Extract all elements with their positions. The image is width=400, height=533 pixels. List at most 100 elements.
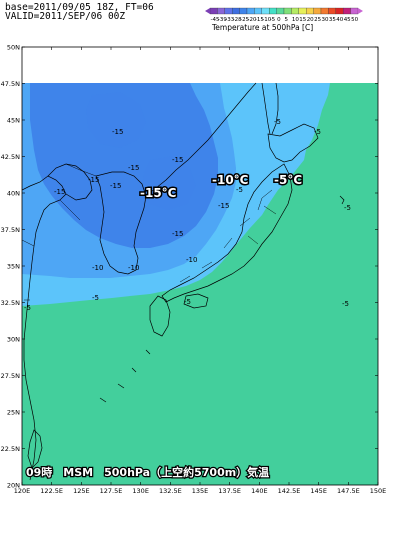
field-layer (22, 47, 378, 485)
coast-korea (95, 171, 147, 275)
legend-value: -15 (255, 17, 264, 23)
legend-value: 10 (292, 17, 299, 23)
legend-value: -39 (218, 17, 227, 23)
legend-value: 45 (344, 17, 351, 23)
color-legend: -45-39-33-28-25-20-15-10-5 0 5 10 15 20 25 30 35… (205, 7, 363, 32)
coast-hokkaido (267, 123, 319, 163)
no-data-band (22, 47, 378, 83)
legend-value: 40 (336, 17, 343, 23)
longitude-label: 130E (132, 487, 149, 495)
axis-ticks (21, 46, 379, 486)
contour-label-15d: -15 (128, 164, 139, 172)
contour-label-15b: -15 (54, 188, 65, 196)
coast-sakhalin-2 (271, 82, 279, 135)
longitude-label: 127.5E (100, 487, 123, 495)
latitude-label: 20N (7, 482, 20, 490)
longitude-label: 137.5E (218, 487, 241, 495)
latitude-label: 35N (7, 263, 20, 271)
legend-value: 0 (277, 17, 281, 23)
legend-arrow-left (205, 8, 210, 14)
latitude-label: 45N (7, 117, 20, 125)
coast-shikoku (183, 293, 209, 309)
contour-labels: -15 -15 -15 -15 -15 -15 -15 -15 -10 -10 … (24, 118, 351, 312)
contour-label-5b: -5 (314, 128, 321, 136)
contour-label-15c: -15 (88, 176, 99, 184)
coast-izu (339, 195, 345, 205)
isotherm-label-minus10: -10°C (212, 173, 249, 187)
coast-honshu (161, 163, 293, 303)
contour-label-15f: -15 (172, 156, 183, 164)
legend-title: Temperature at 500hPa [C] (211, 23, 313, 32)
longitude-label: 120E (14, 487, 31, 495)
legend-value: 25 (314, 17, 321, 23)
legend-value: -33 (225, 17, 234, 23)
latitude-label: 27.5N (1, 372, 20, 380)
latitude-label: 40N (7, 190, 20, 198)
map-caption: 09時 MSM 500hPa（上空約5700m）気温 (26, 465, 269, 479)
field-cold-pocket-a (86, 92, 146, 148)
longitude-label: 135E (192, 487, 209, 495)
isotherm-label-minus15: -15°C (140, 186, 177, 200)
legend-value: -25 (240, 17, 249, 23)
contour-label-5f: -5 (184, 298, 191, 306)
longitude-label: 122.5E (40, 487, 63, 495)
coast-bohai (47, 163, 93, 201)
legend-value: -5 (270, 17, 276, 23)
legend-value: -10 (262, 17, 271, 23)
isotherm-label-minus5: -5°C (274, 173, 302, 187)
coast-ryukyu-4 (99, 397, 107, 403)
latitude-label: 50N (7, 44, 20, 52)
longitude-label: 150E (370, 487, 387, 495)
field-cold-pocket-b (142, 156, 196, 210)
longitude-label: 132.5E (159, 487, 182, 495)
latitude-label: 47.5N (1, 80, 20, 88)
coast-primorye (145, 82, 257, 197)
coast-kyushu (149, 295, 171, 337)
longitude-label: 125E (73, 487, 90, 495)
latitude-label: 37.5N (1, 226, 20, 234)
coast-ryukyu-2 (131, 367, 137, 373)
latitude-label: 25N (7, 409, 20, 417)
coast-ryukyu-3 (117, 383, 125, 389)
admin-lines (179, 189, 277, 283)
longitude-label: 145E (310, 487, 327, 495)
longitude-labels: 120E 122.5E 125E 127.5E 130E 132.5E 135E 137.5E… (14, 487, 387, 495)
contour-label-15g: -15 (172, 230, 183, 238)
coast-taiwan (27, 429, 43, 469)
legend-value: -45 (211, 17, 220, 23)
legend-value: 20 (307, 17, 314, 23)
coastlines (22, 82, 345, 481)
legend-value: -28 (233, 17, 242, 23)
longitude-label: 147.5E (337, 487, 360, 495)
contour-label-15e: -15 (110, 182, 121, 190)
latitude-label: 30N (7, 336, 20, 344)
contour-label-10c: -10 (128, 264, 139, 272)
contour-label-5h: -5 (236, 186, 243, 194)
contour-label-5a: -5 (274, 118, 281, 126)
longitude-label: 142.5E (278, 487, 301, 495)
contour-label-10b: -10 (186, 256, 197, 264)
legend-value: 15 (299, 17, 306, 23)
contour-label-5e: -5 (92, 294, 99, 302)
legend-value: 30 (322, 17, 329, 23)
contour-label-15a: -15 (112, 128, 123, 136)
legend-swatches (205, 7, 363, 15)
contour-label-10a: -10 (92, 264, 103, 272)
latitude-label: 42.5N (1, 153, 20, 161)
latitude-label: 32.5N (1, 299, 20, 307)
longitude-label: 140E (251, 487, 268, 495)
legend-value: 5 (285, 17, 289, 23)
contour-label-5c: -5 (344, 204, 351, 212)
admin-lines-mainland (22, 163, 97, 301)
latitude-labels: 50N 47.5N 45N 42.5N 40N 37.5N 35N 32.5N 30N 27.5N… (1, 44, 20, 490)
legend-values: -45-39-33-28-25-20-15-10-5 0 5 10 15 20 25 30 35… (211, 17, 359, 23)
coast-ryukyu-1 (145, 349, 151, 355)
contour-label-5g: -5 (342, 300, 349, 308)
forecast-base-text: base=2011/09/05 18Z, FT=06 (5, 2, 154, 13)
legend-value: -20 (248, 17, 257, 23)
coast-sakhalin (261, 82, 271, 135)
contour-label-5d: -5 (24, 304, 31, 312)
latitude-label: 22.5N (1, 445, 20, 453)
contour-label-15h: -15 (218, 202, 229, 210)
